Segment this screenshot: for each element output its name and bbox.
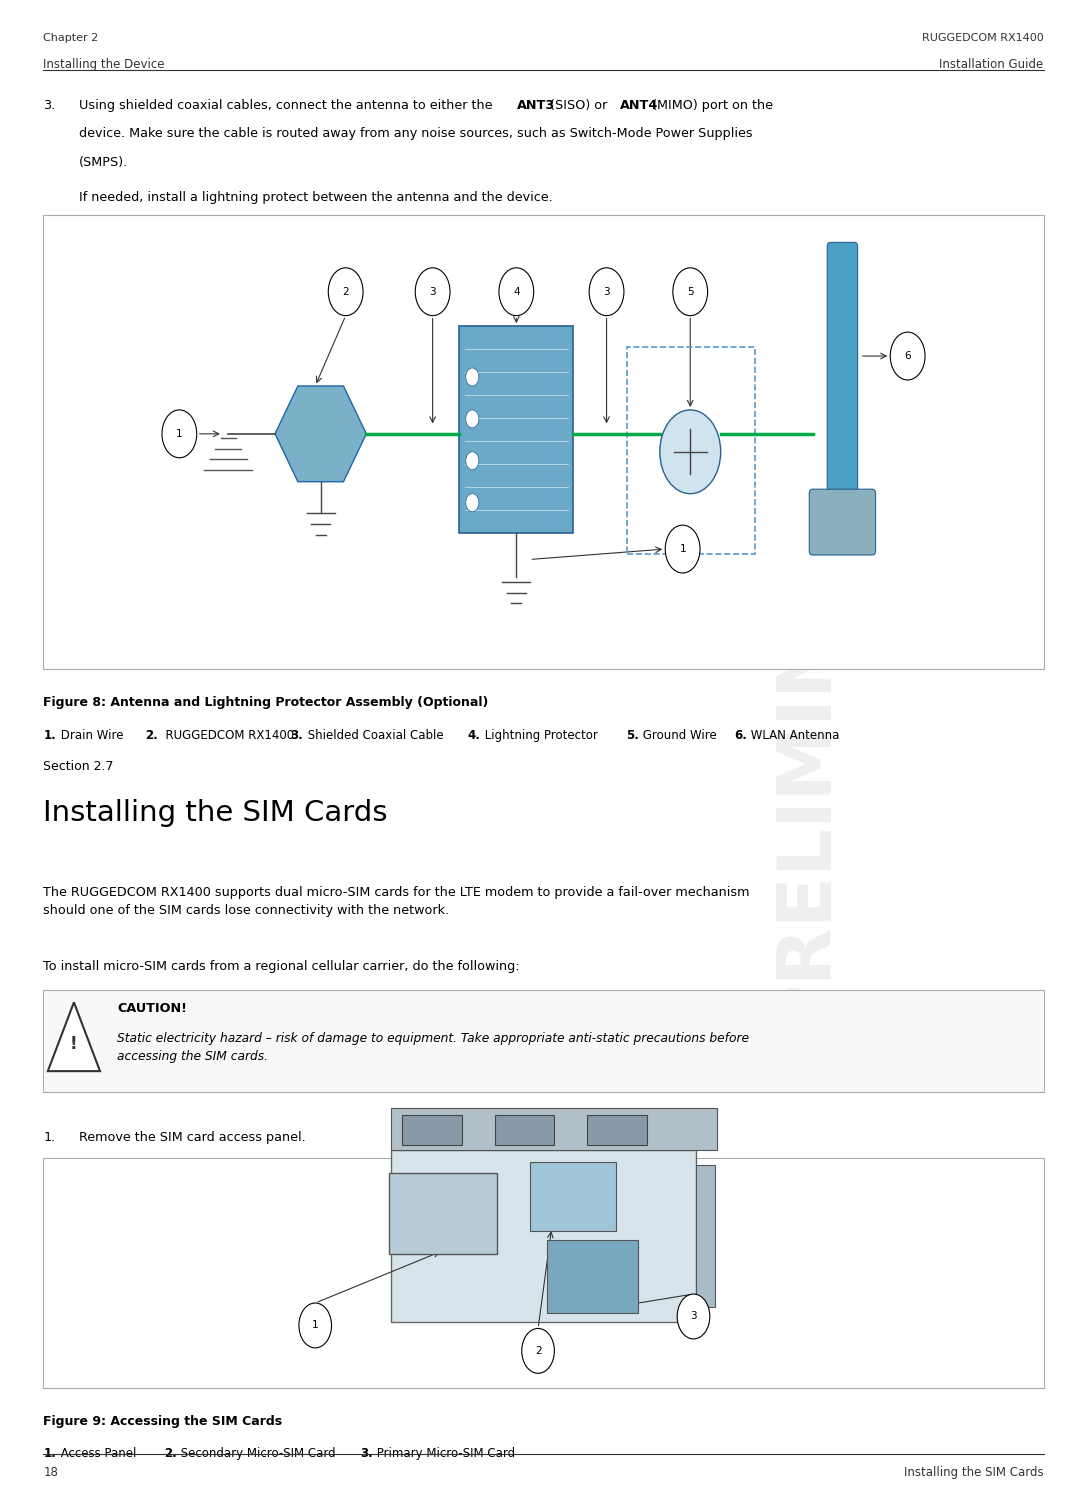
FancyBboxPatch shape bbox=[495, 1116, 554, 1146]
Circle shape bbox=[660, 410, 721, 494]
FancyBboxPatch shape bbox=[391, 1150, 696, 1322]
Text: 1: 1 bbox=[312, 1321, 318, 1330]
Circle shape bbox=[465, 410, 478, 428]
Text: ANT3: ANT3 bbox=[517, 99, 555, 112]
Text: (SMPS).: (SMPS). bbox=[79, 156, 128, 169]
Circle shape bbox=[665, 525, 700, 573]
Text: Using shielded coaxial cables, connect the antenna to either the: Using shielded coaxial cables, connect t… bbox=[79, 99, 497, 112]
Polygon shape bbox=[275, 386, 366, 482]
Text: Chapter 2: Chapter 2 bbox=[43, 33, 99, 43]
Text: !: ! bbox=[70, 1035, 78, 1053]
Text: Ground Wire: Ground Wire bbox=[639, 729, 717, 742]
Text: 1.: 1. bbox=[43, 1131, 55, 1144]
FancyBboxPatch shape bbox=[391, 1107, 717, 1150]
Text: 2.: 2. bbox=[164, 1447, 177, 1460]
Circle shape bbox=[890, 332, 925, 380]
Text: Access Panel: Access Panel bbox=[57, 1447, 136, 1460]
Text: 2.: 2. bbox=[145, 729, 158, 742]
Text: 18: 18 bbox=[43, 1466, 59, 1480]
Text: device. Make sure the cable is routed away from any noise sources, such as Switc: device. Make sure the cable is routed aw… bbox=[79, 127, 753, 141]
Text: (MIMO) port on the: (MIMO) port on the bbox=[648, 99, 773, 112]
Circle shape bbox=[465, 452, 478, 470]
Text: Section 2.7: Section 2.7 bbox=[43, 760, 114, 773]
Text: 6.: 6. bbox=[734, 729, 747, 742]
Text: Installing the SIM Cards: Installing the SIM Cards bbox=[43, 799, 388, 827]
Text: (SISO) or: (SISO) or bbox=[546, 99, 611, 112]
FancyBboxPatch shape bbox=[530, 1162, 616, 1231]
Text: 3: 3 bbox=[429, 287, 436, 296]
Polygon shape bbox=[48, 1002, 100, 1071]
FancyBboxPatch shape bbox=[43, 1158, 1044, 1388]
FancyBboxPatch shape bbox=[827, 242, 858, 498]
Text: 3: 3 bbox=[690, 1312, 697, 1321]
Text: Static electricity hazard – risk of damage to equipment. Take appropriate anti-s: Static electricity hazard – risk of dama… bbox=[117, 1032, 749, 1062]
Circle shape bbox=[415, 268, 450, 316]
Text: 3: 3 bbox=[603, 287, 610, 296]
Text: 3.: 3. bbox=[360, 1447, 373, 1460]
FancyBboxPatch shape bbox=[587, 1116, 647, 1146]
Text: 6: 6 bbox=[904, 352, 911, 361]
Circle shape bbox=[465, 368, 478, 386]
FancyBboxPatch shape bbox=[459, 326, 574, 533]
Text: Installing the Device: Installing the Device bbox=[43, 58, 165, 72]
Circle shape bbox=[328, 268, 363, 316]
Text: 1: 1 bbox=[679, 545, 686, 554]
Text: The RUGGEDCOM RX1400 supports dual micro-SIM cards for the LTE modem to provide : The RUGGEDCOM RX1400 supports dual micro… bbox=[43, 886, 750, 917]
Text: Installing the SIM Cards: Installing the SIM Cards bbox=[904, 1466, 1044, 1480]
Text: Primary Micro-SIM Card: Primary Micro-SIM Card bbox=[373, 1447, 515, 1460]
Text: 2: 2 bbox=[535, 1346, 541, 1355]
FancyBboxPatch shape bbox=[389, 1173, 497, 1254]
Text: 1: 1 bbox=[176, 429, 183, 438]
Text: 5.: 5. bbox=[626, 729, 639, 742]
Text: Figure 8: Antenna and Lightning Protector Assembly (Optional): Figure 8: Antenna and Lightning Protecto… bbox=[43, 696, 489, 709]
Text: If needed, install a lightning protect between the antenna and the device.: If needed, install a lightning protect b… bbox=[79, 191, 553, 205]
Text: PRELIMINARY: PRELIMINARY bbox=[767, 462, 841, 1034]
Text: Drain Wire: Drain Wire bbox=[57, 729, 123, 742]
Text: Figure 9: Accessing the SIM Cards: Figure 9: Accessing the SIM Cards bbox=[43, 1415, 283, 1429]
Text: 2: 2 bbox=[342, 287, 349, 296]
Text: 1.: 1. bbox=[43, 1447, 57, 1460]
Circle shape bbox=[673, 268, 708, 316]
FancyBboxPatch shape bbox=[43, 215, 1044, 669]
Text: CAUTION!: CAUTION! bbox=[117, 1002, 187, 1016]
Circle shape bbox=[589, 268, 624, 316]
FancyBboxPatch shape bbox=[402, 1116, 462, 1146]
Text: Shielded Coaxial Cable: Shielded Coaxial Cable bbox=[304, 729, 443, 742]
Circle shape bbox=[522, 1328, 554, 1373]
Text: ANT4: ANT4 bbox=[620, 99, 659, 112]
Circle shape bbox=[162, 410, 197, 458]
Circle shape bbox=[465, 494, 478, 512]
FancyBboxPatch shape bbox=[809, 489, 876, 555]
Text: Secondary Micro-SIM Card: Secondary Micro-SIM Card bbox=[177, 1447, 336, 1460]
Circle shape bbox=[299, 1303, 332, 1348]
Text: 5: 5 bbox=[687, 287, 694, 296]
FancyBboxPatch shape bbox=[43, 990, 1044, 1092]
Text: 4: 4 bbox=[513, 287, 520, 296]
Text: RUGGEDCOM RX1400: RUGGEDCOM RX1400 bbox=[159, 729, 295, 742]
Text: 1.: 1. bbox=[43, 729, 57, 742]
FancyBboxPatch shape bbox=[547, 1240, 638, 1313]
Text: 3.: 3. bbox=[290, 729, 303, 742]
Text: Lightning Protector: Lightning Protector bbox=[482, 729, 598, 742]
Circle shape bbox=[499, 268, 534, 316]
Circle shape bbox=[677, 1294, 710, 1339]
FancyBboxPatch shape bbox=[696, 1164, 715, 1308]
Text: RUGGEDCOM RX1400: RUGGEDCOM RX1400 bbox=[922, 33, 1044, 43]
Text: Remove the SIM card access panel.: Remove the SIM card access panel. bbox=[79, 1131, 307, 1144]
Text: WLAN Antenna: WLAN Antenna bbox=[747, 729, 839, 742]
Text: Installation Guide: Installation Guide bbox=[939, 58, 1044, 72]
Text: 4.: 4. bbox=[467, 729, 480, 742]
Text: 3.: 3. bbox=[43, 99, 55, 112]
Text: To install micro-SIM cards from a regional cellular carrier, do the following:: To install micro-SIM cards from a region… bbox=[43, 960, 520, 974]
